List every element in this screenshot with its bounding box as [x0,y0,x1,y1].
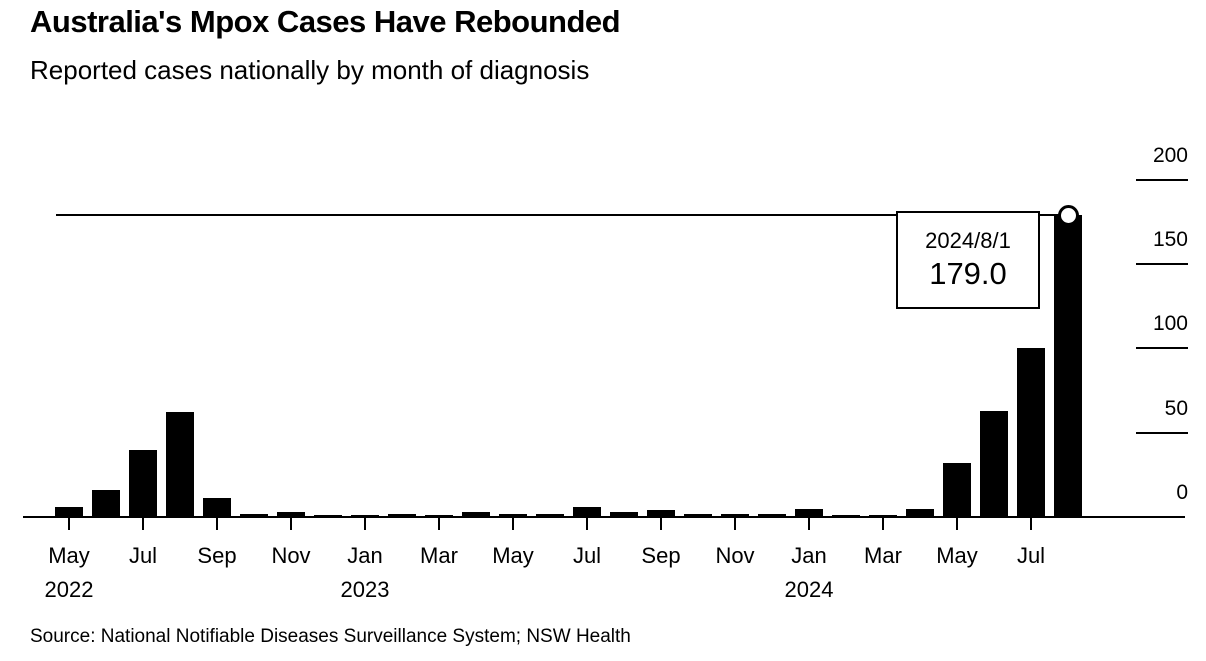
x-axis-year-label: 2023 [340,577,390,602]
x-axis-tick [512,517,514,530]
y-axis-tick [1136,347,1188,349]
x-axis-month-label: Jul [128,543,158,568]
x-axis-month-label: May [48,543,90,568]
x-axis-tick [586,517,588,530]
bar[interactable] [55,507,83,517]
chart-title: Australia's Mpox Cases Have Rebounded [30,4,621,39]
bar[interactable] [869,515,897,517]
bar[interactable] [684,514,712,517]
bar[interactable] [240,514,268,517]
source-note: Source: National Notifiable Diseases Sur… [30,626,631,647]
bar[interactable] [721,514,749,517]
x-axis-line [23,516,1185,518]
bar[interactable] [425,515,453,517]
x-axis-tick [68,517,70,530]
x-axis-tick [364,517,366,530]
x-axis-tick [882,517,884,530]
tooltip: 2024/8/1 179.0 [896,211,1040,309]
bar[interactable] [758,514,786,517]
bar[interactable] [314,515,342,517]
y-axis-tick [1136,179,1188,181]
bar[interactable] [943,463,971,517]
y-axis-label: 0 [1176,481,1188,504]
x-axis-month-label: Nov [715,543,755,568]
bar[interactable] [203,498,231,517]
x-axis-month-label: Sep [641,543,681,568]
bar[interactable] [573,507,601,517]
x-axis-tick [438,517,440,530]
bar[interactable] [166,412,194,517]
x-axis-month-label: Sep [197,543,237,568]
x-axis-month-label: May [936,543,978,568]
y-axis-tick [1136,263,1188,265]
x-axis-month-label: Mar [420,543,458,568]
x-axis-tick [660,517,662,530]
bar[interactable] [92,490,120,517]
bar[interactable] [277,512,305,517]
reference-line [56,214,1068,216]
tooltip-date: 2024/8/1 [925,228,1011,253]
x-axis-month-label: Jul [1016,543,1046,568]
bar[interactable] [499,514,527,517]
x-axis-month-label: Jul [572,543,602,568]
y-axis-tick [1136,432,1188,434]
bar[interactable] [906,509,934,517]
y-axis-label: 100 [1152,312,1188,335]
y-axis-label: 150 [1152,228,1188,251]
x-axis-month-label: Jan [347,543,383,568]
x-axis-year-label: 2022 [44,577,94,602]
bar[interactable] [610,512,638,517]
bar[interactable] [980,411,1008,517]
x-axis-tick [734,517,736,530]
bar[interactable] [351,515,379,517]
bar[interactable] [832,515,860,517]
bar[interactable] [536,514,564,517]
x-axis-year-label: 2024 [784,577,834,602]
x-axis-month-label: Mar [864,543,902,568]
bar[interactable] [795,509,823,517]
bar[interactable] [388,514,416,517]
y-axis-label: 200 [1152,144,1188,167]
tooltip-value: 179.0 [929,256,1007,291]
x-axis-tick [956,517,958,530]
chart-subtitle: Reported cases nationally by month of di… [30,55,590,85]
bar[interactable] [647,510,675,517]
bar[interactable] [129,450,157,517]
data-point-marker[interactable] [1058,205,1079,226]
x-axis-month-label: Jan [791,543,827,568]
bar[interactable] [1017,348,1045,517]
x-axis-tick [216,517,218,530]
x-axis-month-label: Nov [271,543,311,568]
x-axis-tick [142,517,144,530]
x-axis-month-label: May [492,543,534,568]
x-axis-tick [290,517,292,530]
bar[interactable] [1054,215,1082,517]
bar[interactable] [462,512,490,517]
x-axis-tick [808,517,810,530]
x-axis-tick [1030,517,1032,530]
y-axis-label: 50 [1164,397,1188,420]
